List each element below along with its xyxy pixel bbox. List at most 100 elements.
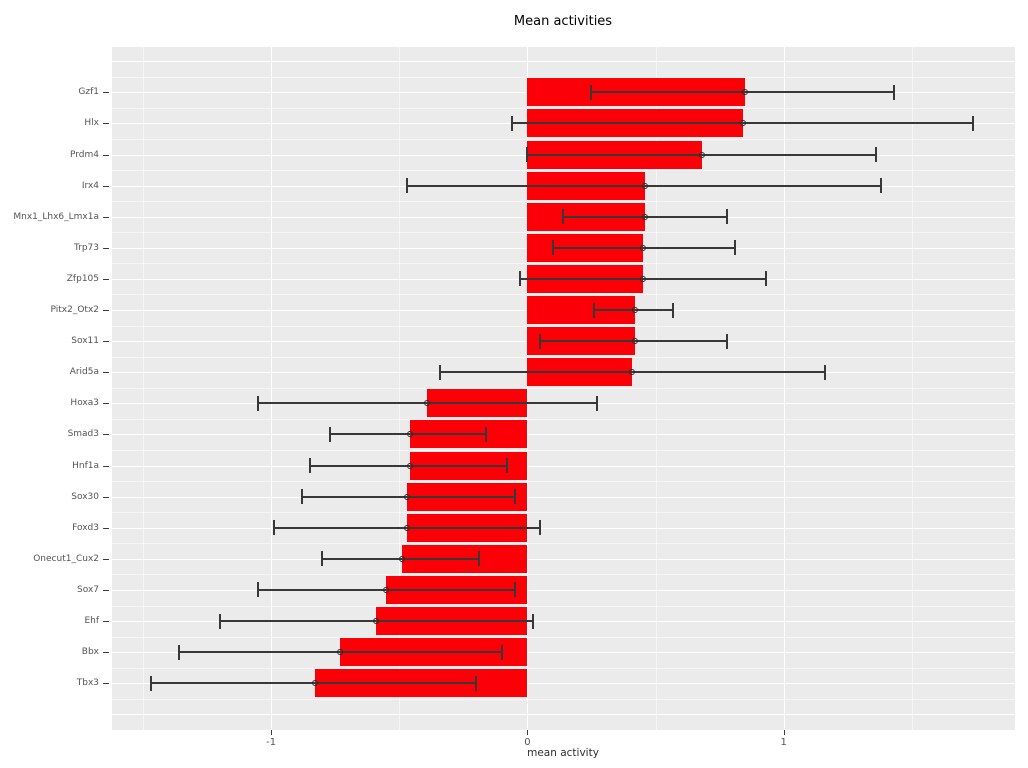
gridline-horizontal-minor	[112, 450, 1015, 451]
mean-marker-zfp105	[639, 275, 646, 282]
y-tick-ehf	[103, 621, 109, 623]
mean-marker-sox30	[403, 493, 410, 500]
y-tick-label-trp73: Trp73	[73, 242, 99, 253]
mean-marker-trp73	[639, 244, 646, 251]
gridline-horizontal-minor	[112, 76, 1015, 78]
errorbar-cap-high-prdm4	[874, 147, 877, 162]
errorbar-cap-low-hlx	[511, 115, 514, 131]
gridline-horizontal-major	[112, 683, 1015, 685]
mean-marker-foxd3	[403, 524, 410, 531]
y-tick-pitx2-otx2	[103, 310, 109, 312]
gridline-horizontal-minor	[112, 605, 1015, 607]
y-tick-label-sox11: Sox11	[71, 336, 99, 347]
errorbar-cap-low-prdm4	[526, 147, 529, 162]
gridline-horizontal-major	[112, 558, 1015, 560]
mean-marker-ehf	[373, 618, 380, 625]
gridline-horizontal-minor	[112, 232, 1015, 234]
x-axis-label: mean activity	[527, 747, 599, 759]
y-tick-label-onecut1-cux2: Onecut1_Cux2	[33, 553, 99, 564]
mean-marker-hoxa3	[424, 400, 431, 407]
errorbar-cap-high-foxd3	[539, 520, 542, 536]
errorbar-cap-high-bbx	[500, 644, 503, 660]
y-tick-label-zfp105: Zfp105	[66, 273, 99, 284]
y-tick-label-ehf: Ehf	[84, 616, 99, 627]
y-tick-label-prdm4: Prdm4	[69, 149, 99, 160]
y-tick-label-mnx1-lhx6-lmx1a: Mnx1_Lhx6_Lmx1a	[13, 211, 99, 222]
y-tick-label-foxd3: Foxd3	[72, 522, 99, 533]
errorbar-cap-low-tbx3	[149, 675, 152, 691]
errorbar-cap-low-smad3	[329, 426, 332, 442]
y-tick-label-arid5a: Arid5a	[69, 367, 99, 378]
errorbar-cap-high-hnf1a	[505, 458, 508, 474]
y-tick-sox30	[103, 496, 109, 498]
gridline-horizontal-major	[112, 434, 1015, 436]
y-tick-label-hoxa3: Hoxa3	[70, 398, 99, 409]
mean-marker-pitx2-otx2	[632, 307, 639, 314]
y-tick-label-tbx3: Tbx3	[76, 678, 99, 689]
y-tick-mnx1-lhx6-lmx1a	[103, 216, 109, 218]
errorbar-cap-low-irx4	[405, 178, 408, 194]
errorbar-cap-low-ehf	[218, 613, 221, 629]
mean-marker-mnx1-lhx6-lmx1a	[642, 213, 649, 220]
y-tick-label-irx4: Irx4	[81, 180, 99, 191]
y-tick-zfp105	[103, 278, 109, 280]
gridline-horizontal-minor	[112, 356, 1015, 358]
errorbar-cap-high-sox30	[513, 489, 516, 505]
plot-panel	[112, 47, 1015, 730]
x-tick--1	[271, 730, 273, 735]
gridline-horizontal-minor	[112, 543, 1015, 545]
mean-marker-bbx	[337, 649, 344, 656]
x-tick-1	[783, 730, 785, 735]
errorbar-cap-high-gzf1	[892, 84, 895, 100]
gridline-horizontal-minor	[112, 418, 1015, 420]
errorbar-cap-low-hoxa3	[257, 395, 260, 411]
mean-marker-gzf1	[742, 89, 749, 96]
x-tick-label-1: 1	[780, 737, 787, 748]
y-tick-label-sox30: Sox30	[71, 491, 99, 502]
errorbar-cap-high-ehf	[531, 613, 534, 629]
errorbar-cap-low-arid5a	[439, 364, 442, 380]
gridline-horizontal-minor	[112, 170, 1015, 172]
y-tick-arid5a	[103, 372, 109, 374]
mean-marker-hlx	[739, 120, 746, 127]
y-tick-irx4	[103, 185, 109, 187]
errorbar-cap-low-zfp105	[518, 271, 521, 287]
y-tick-trp73	[103, 247, 109, 249]
errorbar-cap-low-sox11	[539, 333, 542, 349]
errorbar-cap-low-gzf1	[590, 84, 593, 100]
gridline-horizontal-minor	[112, 325, 1015, 327]
errorbar-cap-low-mnx1-lhx6-lmx1a	[562, 209, 565, 225]
errorbar-cap-low-hnf1a	[308, 458, 311, 474]
errorbar-cap-high-tbx3	[475, 675, 478, 691]
gridline-horizontal-minor	[112, 263, 1015, 265]
gridline-horizontal-minor	[112, 667, 1015, 669]
mean-marker-tbx3	[311, 680, 318, 687]
y-tick-tbx3	[103, 683, 109, 685]
errorbar-cap-low-pitx2-otx2	[593, 302, 596, 318]
mean-marker-onecut1-cux2	[398, 555, 405, 562]
errorbar-cap-high-arid5a	[823, 364, 826, 380]
errorbar-cap-high-hoxa3	[595, 395, 598, 411]
chart-title: Mean activities	[513, 14, 613, 29]
gridline-horizontal-minor	[112, 107, 1015, 109]
errorbar-cap-high-irx4	[880, 178, 883, 194]
mean-marker-sox11	[632, 338, 639, 345]
gridline-horizontal-minor	[112, 201, 1015, 203]
mean-marker-hnf1a	[406, 462, 413, 469]
gridline-horizontal-minor	[112, 138, 1015, 140]
y-tick-label-hlx: Hlx	[84, 118, 99, 129]
y-tick-foxd3	[103, 527, 109, 529]
errorbar-cap-high-onecut1-cux2	[477, 551, 480, 567]
x-tick-0	[527, 730, 529, 735]
gridline-horizontal-minor	[112, 574, 1015, 576]
errorbar-cap-high-pitx2-otx2	[672, 302, 675, 318]
y-tick-label-pitx2-otx2: Pitx2_Otx2	[50, 305, 99, 316]
mean-marker-smad3	[406, 431, 413, 438]
gridline-horizontal-major	[112, 714, 1015, 716]
gridline-horizontal-major	[112, 496, 1015, 498]
y-tick-hoxa3	[103, 403, 109, 405]
gridline-horizontal-major	[112, 621, 1015, 623]
y-tick-bbx	[103, 652, 109, 654]
y-tick-hnf1a	[103, 465, 109, 467]
